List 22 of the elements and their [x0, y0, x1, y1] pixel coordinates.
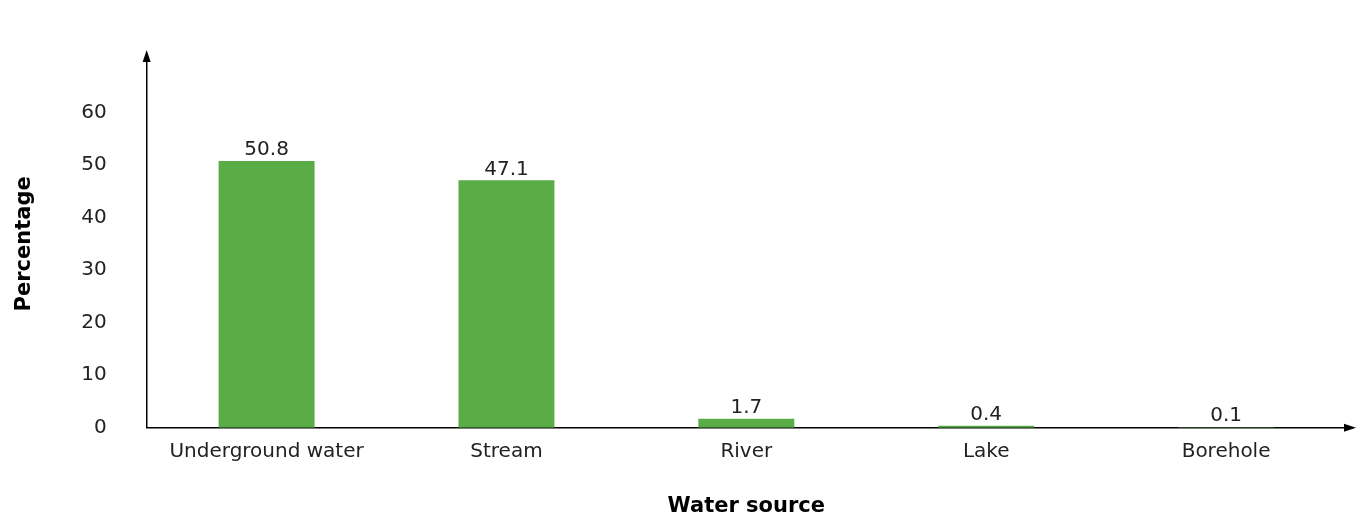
data-label: 47.1: [484, 155, 529, 180]
data-label: 1.7: [730, 394, 763, 419]
y-tick-label: 20: [81, 308, 107, 333]
x-tick-label: Underground water: [169, 438, 365, 462]
y-tick-label: 50: [81, 151, 107, 176]
bar: [698, 418, 795, 428]
y-tick-label: 0: [93, 414, 107, 438]
x-tick-label: Lake: [962, 438, 1010, 462]
y-tick-label: 10: [81, 361, 107, 386]
y-tick-label: 40: [81, 203, 107, 228]
y-tick-label: 60: [81, 98, 107, 123]
x-tick-label: Borehole: [1181, 438, 1271, 462]
data-label: 0.1: [1210, 402, 1242, 427]
bar: [218, 160, 315, 428]
x-axis-title: Water source: [667, 492, 826, 517]
bar: [458, 180, 555, 428]
data-label: 50.8: [244, 136, 289, 161]
y-axis-title: Percentage: [11, 176, 36, 312]
y-tick-label: 30: [81, 256, 107, 281]
data-label: 0.4: [970, 400, 1003, 425]
x-tick-label: River: [720, 438, 773, 462]
x-tick-label: Stream: [470, 438, 543, 462]
